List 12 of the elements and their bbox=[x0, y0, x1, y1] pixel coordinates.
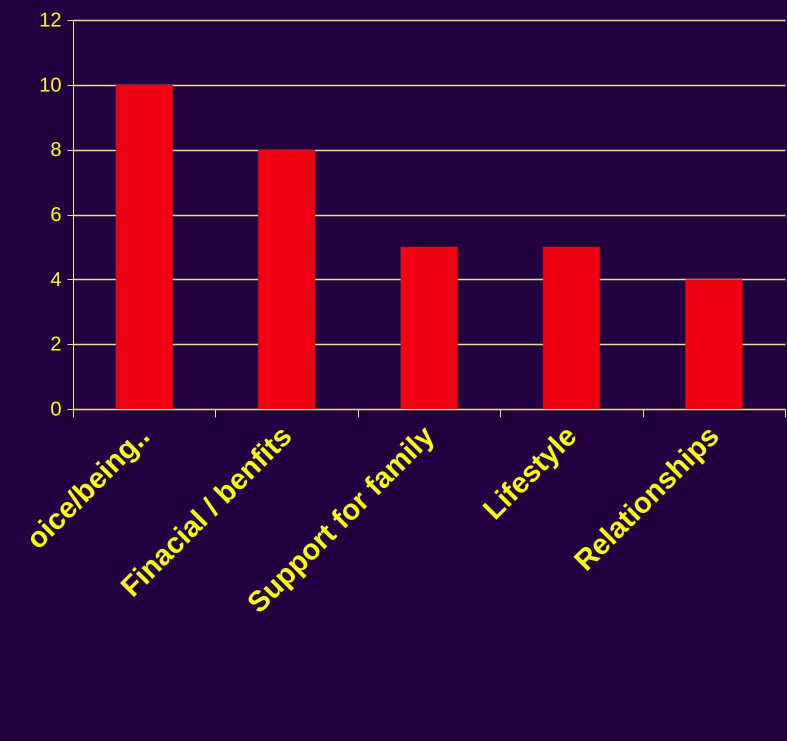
bar bbox=[542, 246, 600, 409]
bar bbox=[116, 84, 173, 409]
y-tick-label: 0 bbox=[50, 398, 62, 420]
y-tick-label: 8 bbox=[50, 139, 62, 162]
y-tick-label: 12 bbox=[39, 10, 62, 32]
y-tick-label: 2 bbox=[50, 334, 62, 356]
y-tick-label: 6 bbox=[50, 204, 62, 226]
bar bbox=[258, 150, 316, 409]
bar bbox=[685, 279, 742, 409]
y-tick-label: 4 bbox=[50, 268, 62, 291]
y-tick-label: 10 bbox=[39, 74, 62, 96]
bar bbox=[400, 246, 458, 409]
